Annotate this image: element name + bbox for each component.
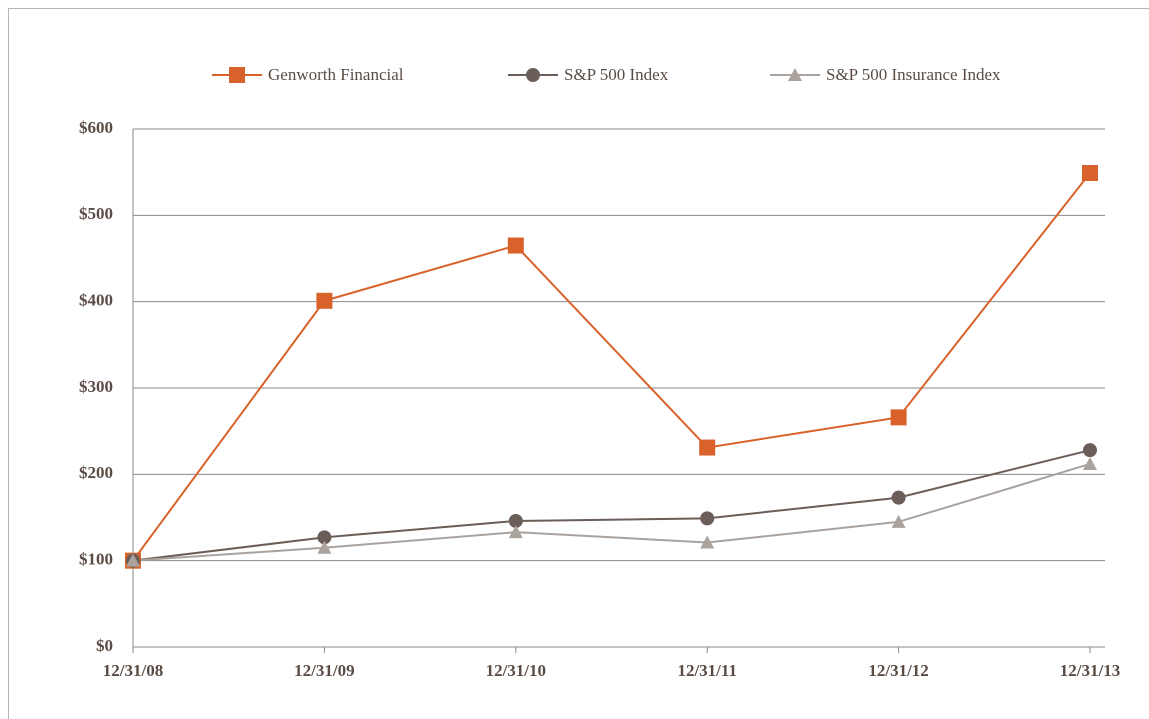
series-line (132, 449, 1091, 562)
x-tick-label: 12/31/12 (868, 661, 928, 680)
x-tick-label: 12/31/13 (1060, 661, 1120, 680)
x-tick-label: 12/31/10 (486, 661, 546, 680)
x-tick-label: 12/31/08 (103, 661, 163, 680)
marker-triangle (700, 535, 715, 549)
y-tick-label: $300 (79, 377, 113, 396)
marker-square (890, 409, 907, 426)
x-tick-label: 12/31/09 (294, 661, 354, 680)
legend-label: S&P 500 Insurance Index (826, 65, 1001, 84)
y-tick-label: $200 (79, 463, 113, 482)
marker-triangle (891, 514, 906, 528)
marker-circle (508, 513, 523, 528)
y-tick-label: $400 (79, 291, 113, 310)
marker-square (507, 237, 524, 254)
marker-square (699, 439, 716, 456)
marker-triangle (508, 525, 523, 539)
marker-square (1082, 165, 1098, 182)
legend-marker (788, 68, 802, 81)
marker-circle (1083, 443, 1097, 458)
legend-marker (526, 68, 540, 82)
legend-label: Genworth Financial (268, 65, 404, 84)
y-tick-label: $600 (79, 118, 113, 137)
marker-circle (891, 490, 906, 505)
marker-circle (317, 530, 332, 545)
marker-circle (700, 511, 715, 526)
marker-square (316, 292, 333, 309)
y-tick-label: $500 (79, 204, 113, 223)
series-line (132, 463, 1091, 562)
y-tick-label: $0 (96, 636, 113, 655)
series-line (132, 172, 1091, 562)
legend-label: S&P 500 Index (564, 65, 669, 84)
y-tick-label: $100 (79, 550, 113, 569)
marker-triangle (1083, 456, 1097, 470)
x-tick-label: 12/31/11 (677, 661, 737, 680)
marker-triangle (317, 540, 332, 554)
marker-triangle (126, 553, 140, 567)
legend-marker (229, 67, 245, 83)
